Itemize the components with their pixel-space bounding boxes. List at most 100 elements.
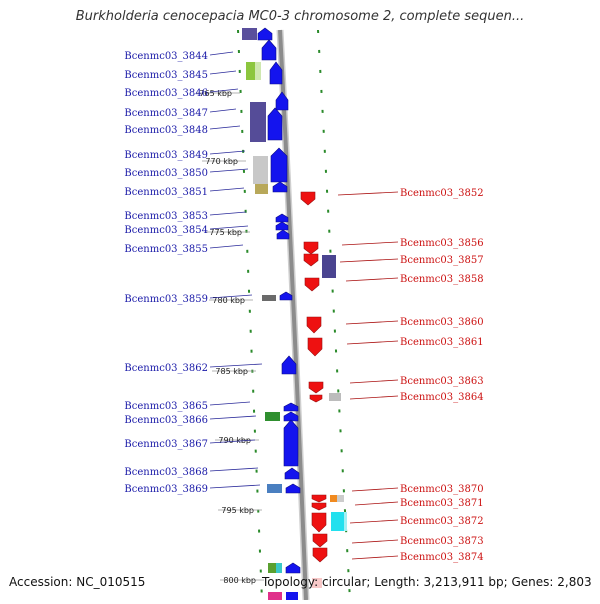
gene-block [322,255,336,278]
scale-tick-label: 795 kbp [221,506,254,515]
gene-arrow-forward [270,147,288,183]
gene-arrow-forward [275,221,289,231]
label-leader-left [209,225,249,230]
gene-label-left: Bcenmc03_3848 [124,125,208,136]
scale-tick-label: 765 kbp [199,89,232,98]
gene-block [286,592,298,600]
scale-tick-label: 790 kbp [218,436,251,445]
gene-label-right: Bcenmc03_3871 [400,498,484,509]
gene-block [330,495,337,502]
label-leader-right [351,487,399,492]
scale-tick-label: 775 kbp [209,228,242,237]
gene-arrow-reverse [311,494,327,503]
label-leader-right [351,555,399,560]
label-leader-left [209,211,247,216]
gene-arrow-reverse [308,381,324,394]
gene-label-left: Bcenmc03_3865 [124,401,208,412]
gene-label-left: Bcenmc03_3847 [124,108,208,119]
gene-label-right: Bcenmc03_3864 [400,392,484,403]
label-leader-left [209,88,239,93]
gene-block [255,184,268,194]
label-leader-left [209,401,251,406]
label-leader-left [209,244,244,249]
gene-block [312,578,322,588]
label-leader-left [209,415,257,420]
gene-block [276,563,282,573]
accession-text: Accession: NC_010515 [9,575,146,589]
gene-arrow-forward [267,107,283,141]
label-leader-right [341,241,399,246]
label-leader-left [209,439,256,444]
label-leader-left [209,125,241,130]
gene-label-left: Bcenmc03_3867 [124,439,208,450]
label-leader-right [349,395,399,400]
gene-block [331,512,344,531]
gene-label-right: Bcenmc03_3860 [400,317,484,328]
scale-tick-label: 780 kbp [212,296,245,305]
gene-arrow-reverse [309,394,323,403]
scale-tick-label: 770 kbp [205,157,238,166]
gene-block [250,102,266,142]
gene-label-left: Bcenmc03_3855 [124,244,208,255]
gene-block [246,62,255,80]
gene-block [329,393,341,401]
gene-label-right: Bcenmc03_3874 [400,552,484,563]
gene-label-left: Bcenmc03_3851 [124,187,208,198]
gene-arrow-forward [275,91,289,111]
gene-label-right: Bcenmc03_3873 [400,536,484,547]
label-leader-left [209,168,249,173]
label-leader-left [209,187,245,192]
label-leader-right [345,277,399,282]
gene-block [268,592,282,600]
gene-label-right: Bcenmc03_3857 [400,255,484,266]
gene-block [253,156,268,184]
gene-label-left: Bcenmc03_3869 [124,484,208,495]
map-title: Burkholderia cenocepacia MC0-3 chromosom… [75,9,525,24]
gene-label-left: Bcenmc03_3845 [124,70,208,81]
gene-arrow-forward [269,61,283,85]
label-leader-right [349,519,399,524]
gene-arrow-forward [281,355,297,375]
gene-label-left: Bcenmc03_3868 [124,467,208,478]
gene-arrow-forward [272,181,288,193]
gene-arrow-forward [283,402,299,412]
gene-arrow-reverse [311,512,327,533]
gene-block [344,512,347,531]
gene-arrow-forward [285,483,301,494]
gene-block [242,28,257,40]
label-leader-left [209,363,263,368]
gene-label-right: Bcenmc03_3863 [400,376,484,387]
gene-block [267,484,282,493]
gene-arrow-reverse [306,316,322,334]
gene-label-right: Bcenmc03_3870 [400,484,484,495]
gene-label-left: Bcenmc03_3844 [124,51,208,62]
gene-block [337,495,344,502]
gene-label-left: Bcenmc03_3859 [124,294,208,305]
gene-arrow-forward [276,229,290,240]
gene-label-right: Bcenmc03_3858 [400,274,484,285]
gene-arrow-reverse [311,502,327,511]
label-leader-left [209,108,237,113]
gene-label-left: Bcenmc03_3866 [124,415,208,426]
label-leader-left [209,150,246,155]
scale-tick-label: 785 kbp [215,367,248,376]
gene-label-right: Bcenmc03_3856 [400,238,484,249]
label-leader-right [345,320,399,325]
gene-block [268,563,276,573]
backbone [278,29,308,601]
gene-arrow-forward [257,27,273,41]
gene-label-left: Bcenmc03_3853 [124,211,208,222]
label-leader-right [351,539,399,544]
label-leader-right [339,258,399,263]
gene-arrow-reverse [312,547,328,563]
gene-arrow-forward [285,562,301,574]
gene-arrow-forward [284,467,300,480]
gene-arrow-forward [283,411,299,422]
gene-arrow-forward [279,291,293,301]
gene-arrow-reverse [300,191,316,206]
gene-arrow-reverse [312,533,328,548]
label-leader-left [209,484,261,489]
gene-label-left: Bcenmc03_3846 [124,88,208,99]
label-leader-right [337,191,399,196]
